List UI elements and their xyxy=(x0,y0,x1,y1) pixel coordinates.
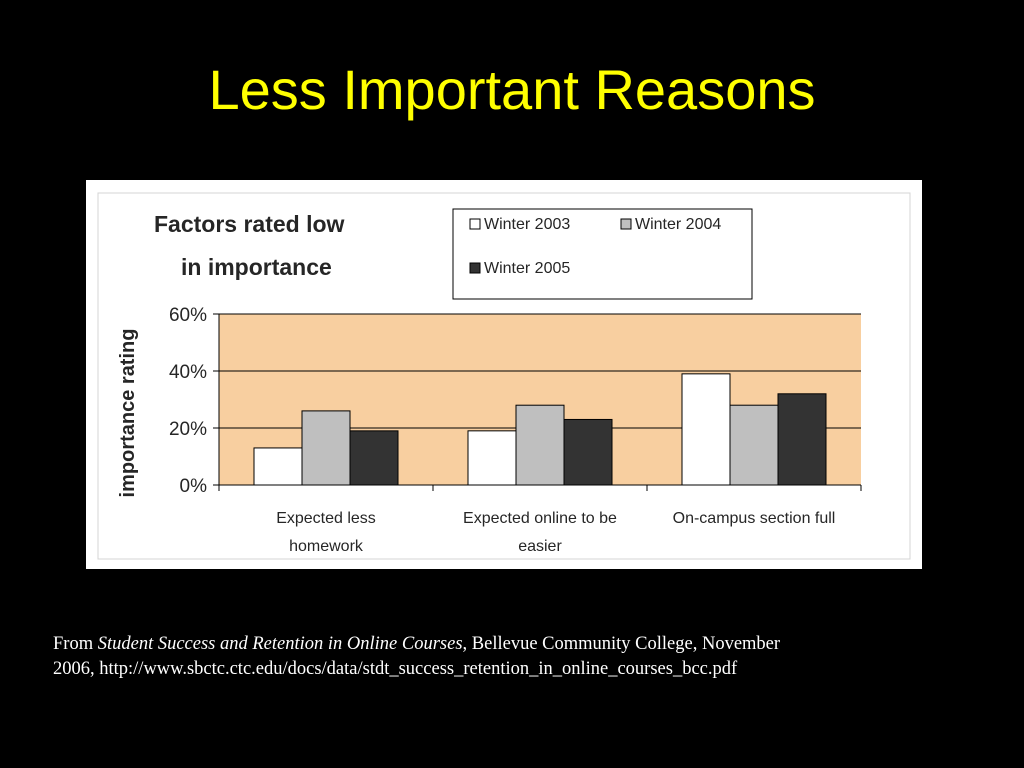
bar xyxy=(777,393,827,486)
y-tick-label: 0% xyxy=(180,476,208,497)
x-tick-label: Expected online to be xyxy=(463,510,617,527)
y-tick-label: 40% xyxy=(169,362,207,383)
bar xyxy=(301,410,351,486)
y-tick-label: 60% xyxy=(169,305,207,326)
plot-area: 0% 20% 40% 60% Expected less homework Expected… xyxy=(169,305,862,555)
legend-label: Winter 2003 xyxy=(484,216,570,233)
chart-legend: Winter 2003 Winter 2004 Winter 2005 xyxy=(452,208,753,300)
x-tick-label: On-campus section full xyxy=(673,510,836,527)
caption-prefix: From xyxy=(53,634,98,654)
caption-rest-line-1: , Bellevue Community College, November xyxy=(462,634,781,654)
caption-line-2: 2006, http://www.sbctc.ctc.edu/docs/data… xyxy=(53,659,738,679)
caption-source-title: Student Success and Retention in Online … xyxy=(97,634,463,654)
chart-panel: Factors rated low in importance importan… xyxy=(86,180,922,569)
legend-swatch xyxy=(620,218,632,230)
legend-label: Winter 2005 xyxy=(484,260,570,277)
bar xyxy=(563,418,613,486)
bar-chart: Factors rated low in importance importan… xyxy=(97,192,911,560)
bar xyxy=(515,404,565,486)
bar xyxy=(681,373,731,486)
chart-title-line-2: in importance xyxy=(181,254,332,280)
bar xyxy=(349,430,399,486)
legend-label: Winter 2004 xyxy=(635,216,721,233)
bar xyxy=(253,447,303,486)
legend-swatch xyxy=(469,262,481,274)
x-tick-label: homework xyxy=(289,538,364,555)
source-caption: From Student Success and Retention in On… xyxy=(53,632,993,682)
legend-box xyxy=(452,208,753,300)
x-tick-label: easier xyxy=(518,538,562,555)
legend-swatch xyxy=(469,218,481,230)
slide-title: Less Important Reasons xyxy=(208,58,816,121)
bar xyxy=(729,404,779,486)
chart-title-line-1: Factors rated low xyxy=(154,211,345,237)
y-tick-label: 20% xyxy=(169,419,207,440)
x-tick-label: Expected less xyxy=(276,510,376,527)
y-axis-label: importance rating xyxy=(117,329,139,498)
bar xyxy=(467,430,517,486)
